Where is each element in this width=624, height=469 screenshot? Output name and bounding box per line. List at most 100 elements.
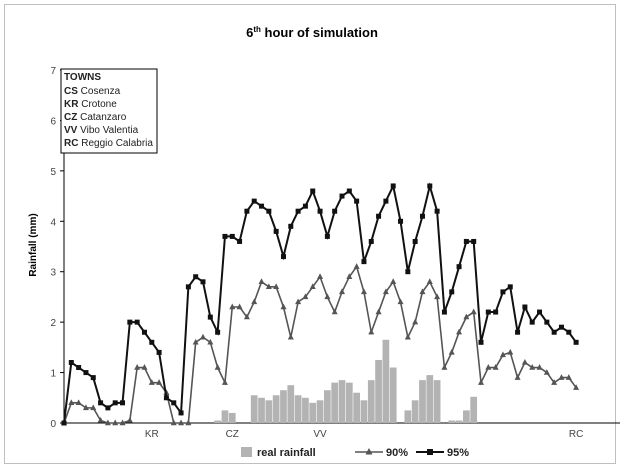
- marker-95pct: [266, 208, 272, 214]
- rainfall-bar: [309, 402, 317, 423]
- chart-frame: [4, 4, 616, 464]
- legend-item: 95%: [416, 447, 469, 459]
- marker-95pct: [244, 208, 250, 214]
- rainfall-bar: [258, 397, 265, 423]
- title-rest: hour of simulation: [261, 25, 378, 40]
- towns-entry-cz: CZ Catanzaro: [64, 112, 127, 123]
- marker-95pct: [529, 319, 535, 325]
- marker-95pct: [354, 198, 360, 204]
- marker-95pct: [368, 238, 374, 244]
- legend-marker-triangle: [365, 448, 373, 455]
- marker-95pct: [98, 400, 104, 406]
- marker-90pct: [302, 293, 309, 300]
- town-name: Catanzaro: [77, 112, 126, 123]
- marker-95pct: [207, 314, 213, 320]
- marker-90pct: [478, 379, 484, 385]
- marker-95pct: [522, 304, 528, 310]
- plot-area: 0 1 2 3 4 5 6 7 KR CZ VV RC: [50, 66, 620, 440]
- rainfall-bar: [338, 380, 346, 423]
- rainfall-bar: [455, 420, 463, 423]
- marker-95pct: [68, 359, 74, 365]
- marker-95pct: [544, 319, 550, 325]
- marker-90pct: [397, 298, 404, 305]
- town-code: CS: [64, 86, 78, 97]
- marker-95pct: [537, 309, 543, 315]
- marker-90pct: [382, 288, 389, 295]
- marker-95pct: [171, 400, 177, 406]
- marker-95pct: [105, 405, 111, 411]
- marker-90pct: [514, 374, 521, 380]
- marker-95pct: [120, 400, 126, 406]
- y-tick-label: 0: [50, 419, 56, 430]
- marker-95pct: [61, 420, 67, 426]
- marker-90pct: [360, 288, 367, 295]
- marker-95pct: [127, 319, 133, 325]
- town-name: Vibo Valentia: [77, 125, 138, 136]
- marker-90pct: [251, 298, 258, 305]
- marker-95pct: [441, 309, 447, 315]
- marker-95pct: [251, 198, 257, 204]
- marker-90pct: [492, 364, 499, 370]
- marker-95pct: [141, 329, 147, 335]
- marker-90pct: [485, 364, 492, 370]
- marker-90pct: [441, 364, 448, 370]
- marker-90pct: [104, 419, 111, 426]
- town-code: RC: [64, 138, 78, 149]
- marker-90pct: [339, 288, 345, 295]
- marker-95pct: [493, 309, 499, 315]
- marker-90pct: [317, 273, 324, 279]
- marker-90pct: [236, 303, 243, 310]
- marker-90pct: [214, 364, 221, 370]
- marker-90pct: [141, 364, 148, 370]
- marker-90pct: [273, 283, 280, 290]
- towns-box-border: [60, 68, 158, 154]
- rainfall-bar: [411, 400, 419, 423]
- marker-90pct: [207, 338, 214, 345]
- title-superscript: th: [253, 25, 261, 34]
- marker-95pct: [485, 309, 491, 315]
- marker-95pct: [222, 233, 228, 239]
- legend-item: real rainfall: [241, 447, 316, 459]
- marker-90pct: [529, 364, 536, 370]
- y-tick-label: 3: [50, 268, 56, 279]
- marker-90pct: [200, 333, 206, 340]
- legend-label: real rainfall: [257, 447, 316, 459]
- y-tick-label: 7: [50, 66, 56, 77]
- marker-90pct: [119, 419, 126, 426]
- marker-90pct: [412, 318, 419, 325]
- marker-90pct: [573, 384, 580, 390]
- rainfall-bar: [419, 380, 426, 423]
- rainfall-bar: [367, 380, 375, 423]
- marker-90pct: [353, 263, 360, 269]
- rainfall-bar: [389, 367, 397, 423]
- y-tick-label: 6: [50, 116, 56, 127]
- marker-90pct: [543, 369, 550, 375]
- rainfall-bar: [272, 395, 280, 423]
- marker-95pct: [317, 208, 323, 214]
- marker-95pct: [390, 183, 396, 189]
- title-number: 6: [246, 25, 253, 40]
- marker-90pct: [126, 416, 133, 423]
- marker-90pct: [82, 404, 89, 411]
- marker-90pct: [192, 338, 199, 345]
- marker-90pct: [185, 419, 192, 426]
- marker-90pct: [456, 328, 463, 335]
- marker-95pct: [259, 203, 265, 209]
- marker-95pct: [302, 203, 308, 209]
- marker-95pct: [295, 208, 301, 214]
- marker-95pct: [515, 329, 521, 335]
- y-tick-label: 1: [50, 369, 56, 380]
- legend: real rainfall 90% 95%: [241, 447, 469, 459]
- marker-90pct: [75, 399, 82, 406]
- marker-95pct: [163, 395, 169, 401]
- marker-95pct: [376, 213, 382, 219]
- y-tick-label: 2: [50, 318, 56, 329]
- rainfall-bar: [360, 400, 368, 423]
- marker-95pct: [419, 213, 425, 219]
- marker-95pct: [471, 238, 477, 244]
- marker-90pct: [426, 278, 433, 284]
- town-code: VV: [64, 125, 78, 136]
- marker-90pct: [258, 278, 265, 284]
